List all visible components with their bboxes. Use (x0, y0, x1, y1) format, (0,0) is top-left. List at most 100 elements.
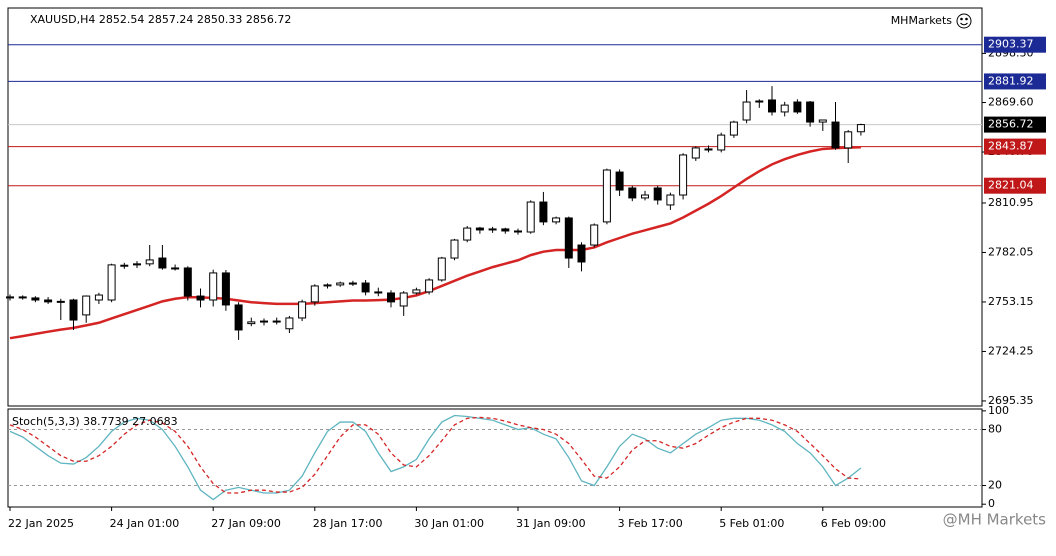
candle-body (729, 121, 738, 136)
candle-body (107, 264, 116, 301)
candle-body (831, 121, 840, 149)
candle-body (450, 239, 459, 259)
candle-body (602, 169, 611, 223)
candle-body (82, 295, 91, 316)
candle-body (183, 267, 192, 297)
candle-body (742, 101, 751, 121)
x-tick-label: 27 Jan 09:00 (211, 517, 281, 530)
candle-body (679, 154, 688, 196)
y-tick-label: 2724.25 (988, 344, 1034, 357)
candle-body (552, 217, 561, 223)
y-tick-label: 2753.15 (988, 295, 1034, 308)
candle-body (539, 201, 548, 223)
chart-title: XAUUSD,H4 2852.54 2857.24 2850.33 2856.7… (30, 13, 291, 26)
candle-body (704, 148, 713, 151)
y-tick-label: 20 (988, 479, 1002, 492)
level-label-box (984, 177, 1046, 194)
y-tick-label: 2695.35 (988, 394, 1034, 407)
candle-body (6, 296, 14, 299)
candle-body (475, 227, 484, 231)
level-label: 2821.04 (988, 179, 1034, 192)
candle-body (158, 257, 167, 269)
main-panel (7, 7, 983, 407)
y-tick-label: 80 (988, 423, 1002, 436)
candle-body (374, 291, 383, 294)
candle-body (514, 230, 522, 233)
x-tick-label: 31 Jan 09:00 (516, 517, 586, 530)
candle-body (336, 282, 345, 286)
x-tick-label: 24 Jan 01:00 (110, 517, 180, 530)
candle-body (856, 124, 865, 133)
candle-body (298, 301, 307, 319)
candle-body (806, 101, 815, 123)
x-tick-label: 5 Feb 01:00 (719, 517, 784, 530)
candle-body (628, 187, 637, 199)
x-tick-label: 30 Jan 01:00 (414, 517, 484, 530)
x-tick-label: 6 Feb 09:00 (821, 517, 886, 530)
candle-body (526, 201, 535, 233)
plot-layer: 2695.352724.252753.152782.052810.952840.… (6, 36, 1046, 530)
candle-body (501, 228, 510, 232)
level-label: 2903.37 (988, 38, 1034, 51)
candle-body (755, 100, 764, 103)
candle-body (69, 299, 78, 321)
candle-body (145, 259, 154, 265)
candle-body (577, 244, 586, 263)
level-label-box (984, 116, 1046, 133)
candle-body (18, 296, 27, 299)
watermark: @MH Markets (943, 511, 1047, 529)
candle-body (133, 263, 141, 266)
candle-body (844, 131, 853, 149)
y-tick-label: 2810.95 (988, 196, 1034, 209)
brand-icon (956, 13, 972, 29)
x-tick-label: 3 Feb 17:00 (618, 517, 683, 530)
candle-body (641, 194, 649, 199)
candle-body (234, 304, 243, 331)
candle-body (196, 295, 205, 301)
candle-body (387, 292, 395, 303)
candle-body (361, 282, 370, 293)
candle-body (463, 227, 472, 241)
candle-body (793, 101, 802, 113)
candle-body (348, 282, 357, 285)
candle-body (564, 217, 573, 259)
candle-body (272, 320, 281, 323)
stoch-title: Stoch(5,3,3) 38.7739 27.0683 (12, 415, 178, 428)
level-label-box (984, 36, 1046, 53)
level-label-box (984, 73, 1046, 90)
candle-body (120, 264, 129, 267)
candle-body (221, 272, 230, 306)
y-tick-label: 0 (988, 497, 995, 510)
candle-body (615, 171, 624, 191)
candle-body (412, 289, 421, 294)
candle-body (247, 321, 256, 325)
candle-body (425, 279, 434, 293)
candle-body (31, 297, 40, 301)
candle-body (437, 257, 446, 281)
candle-body (717, 134, 726, 151)
brand: MHMarkets (891, 14, 953, 27)
candle-body (488, 228, 497, 231)
candle-body (310, 285, 319, 303)
stoch-line (9, 414, 862, 501)
candle-body (691, 147, 700, 159)
candle-body (666, 194, 675, 206)
x-tick-label: 22 Jan 2025 (8, 517, 74, 530)
moving-average (9, 145, 861, 340)
candle-body (323, 284, 332, 287)
candle-body (768, 99, 776, 113)
y-tick-label: 2782.05 (988, 245, 1034, 258)
candle-body (171, 267, 180, 270)
candle-body (209, 272, 218, 301)
y-tick-label: 100 (988, 404, 1009, 417)
stoch-panel (7, 408, 983, 508)
candle-body (653, 187, 662, 201)
candle-body (56, 300, 65, 303)
stoch-line (9, 416, 861, 494)
level-label: 2843.87 (988, 140, 1034, 153)
candle-body (285, 317, 294, 330)
candle-body (780, 104, 789, 113)
y-tick-label: 2869.60 (988, 96, 1034, 109)
